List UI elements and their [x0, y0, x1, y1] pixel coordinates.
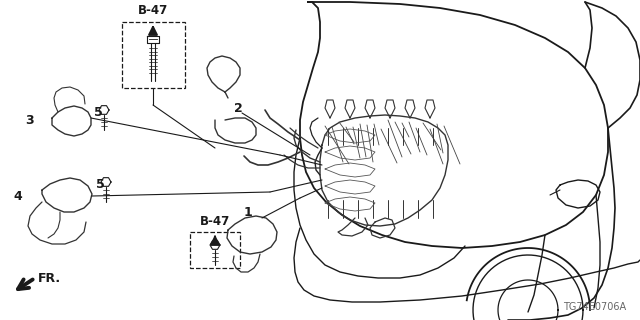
Text: B-47: B-47 [138, 4, 168, 17]
Text: 3: 3 [26, 114, 35, 126]
Text: 5: 5 [96, 179, 105, 191]
Bar [122, 22, 185, 88]
Text: B-47: B-47 [200, 215, 230, 228]
Text: 4: 4 [13, 189, 22, 203]
Text: 1: 1 [244, 205, 252, 219]
Text: FR.: FR. [38, 271, 61, 284]
Bar [190, 232, 240, 268]
Text: 2: 2 [234, 101, 243, 115]
Text: 5: 5 [94, 106, 103, 118]
Text: TG74E0706A: TG74E0706A [563, 302, 627, 312]
